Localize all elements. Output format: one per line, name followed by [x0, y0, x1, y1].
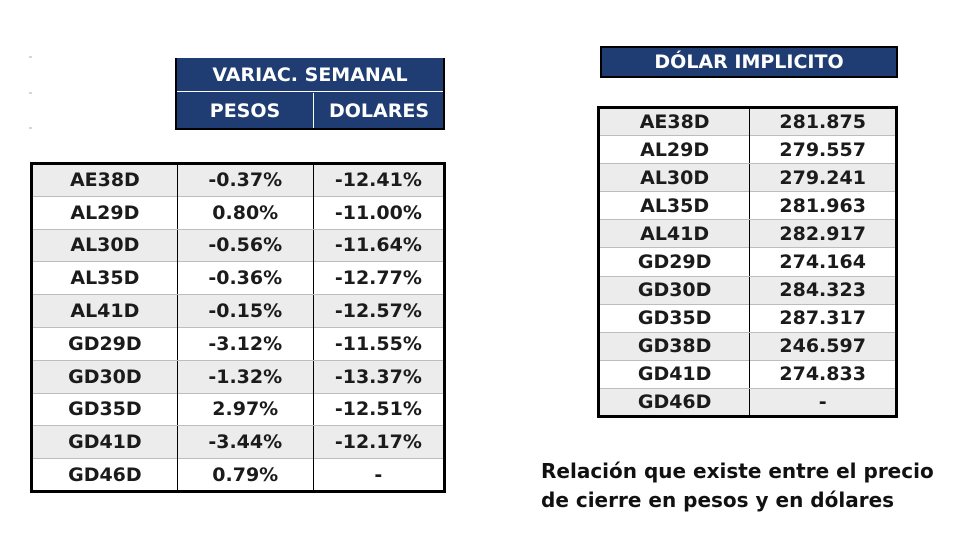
- table-row: GD46D -: [598, 388, 897, 417]
- dolares-variation-cell: -12.17%: [312, 425, 445, 459]
- implicit-dollar-cell: 246.597: [749, 332, 897, 361]
- table-row: GD38D 246.597: [598, 332, 897, 361]
- implicit-dollar-cell: -: [749, 388, 897, 417]
- dolares-variation-cell: -11.00%: [312, 195, 445, 230]
- bond-name-cell: GD38D: [598, 332, 750, 361]
- table-row: AL30D -0.56% -11.64%: [31, 229, 445, 262]
- table-row: GD29D -3.12% -11.55%: [31, 326, 445, 361]
- weekly-variation-title: VARIAC. SEMANAL: [177, 58, 443, 92]
- dolares-variation-cell: -12.57%: [312, 294, 445, 328]
- dolares-variation-cell: -11.64%: [312, 229, 445, 262]
- table-row: GD41D 274.833: [598, 359, 897, 389]
- weekly-variation-table-body: AE38D -0.37% -12.41% AL29D 0.80% -11.00% AL30D…: [31, 163, 445, 492]
- dolares-variation-cell: -12.51%: [312, 392, 445, 427]
- implicit-dollar-cell: 282.917: [749, 219, 897, 248]
- bond-name-cell: AE38D: [598, 107, 750, 136]
- dolares-variation-cell: -12.77%: [312, 261, 445, 296]
- dolares-variation-cell: -: [312, 458, 445, 492]
- implicit-dollar-cell: 281.875: [749, 107, 897, 136]
- bond-name-cell: AL30D: [598, 163, 750, 192]
- implicit-dollar-cell: 274.164: [749, 247, 897, 277]
- bond-name-cell: AL35D: [598, 191, 750, 221]
- table-row: GD30D 284.323: [598, 276, 897, 305]
- table-row: GD35D 2.97% -12.51%: [31, 392, 445, 427]
- pesos-variation-cell: -0.56%: [176, 229, 314, 262]
- bond-name-cell: GD35D: [598, 303, 750, 333]
- table-row: AL35D 281.963: [598, 191, 897, 221]
- col-header-dolares: DOLARES: [315, 93, 443, 128]
- pesos-variation-cell: -0.37%: [176, 163, 314, 197]
- implicit-dollar-header: DÓLAR IMPLICITO: [600, 46, 898, 78]
- bond-name-cell: GD29D: [598, 247, 750, 277]
- implicit-dollar-cell: 284.323: [749, 276, 897, 305]
- table-row: GD30D -1.32% -13.37%: [31, 360, 445, 394]
- bond-name-cell: GD30D: [598, 276, 750, 305]
- implicit-dollar-cell: 279.241: [749, 163, 897, 192]
- bond-name-cell: GD29D: [31, 326, 178, 361]
- pesos-variation-cell: 0.79%: [176, 458, 314, 492]
- table-row: AE38D -0.37% -12.41%: [31, 163, 445, 197]
- implicit-dollar-table: AE38D 281.875 AL29D 279.557 AL30D 279.241 AL35…: [597, 106, 898, 419]
- implicit-dollar-table-body: AE38D 281.875 AL29D 279.557 AL30D 279.241 AL35…: [598, 107, 897, 417]
- bond-name-cell: GD46D: [31, 458, 178, 492]
- bond-name-cell: AL35D: [31, 261, 178, 296]
- grid-tick: [29, 127, 32, 129]
- bond-name-cell: AL30D: [31, 229, 178, 262]
- table-row: GD29D 274.164: [598, 247, 897, 277]
- implicit-dollar-cell: 279.557: [749, 135, 897, 165]
- bond-name-cell: GD46D: [598, 388, 750, 417]
- col-header-pesos: PESOS: [177, 93, 314, 128]
- bond-name-cell: AL41D: [598, 219, 750, 248]
- note-line-2: de cierre en pesos y en dólares: [541, 488, 895, 512]
- implicit-dollar-cell: 274.833: [749, 359, 897, 389]
- table-row: AL35D -0.36% -12.77%: [31, 261, 445, 296]
- bond-name-cell: AE38D: [31, 163, 178, 197]
- pesos-variation-cell: -3.44%: [176, 425, 314, 459]
- bond-name-cell: GD41D: [31, 425, 178, 459]
- pesos-variation-cell: -0.36%: [176, 261, 314, 296]
- grid-tick: [29, 92, 32, 94]
- pesos-variation-cell: 2.97%: [176, 392, 314, 427]
- dolares-variation-cell: -11.55%: [312, 326, 445, 361]
- grid-tick: [29, 56, 32, 58]
- explanation-note: Relación que existe entre el precio de c…: [541, 457, 971, 515]
- bond-name-cell: AL41D: [31, 294, 178, 328]
- bond-name-cell: AL29D: [598, 135, 750, 165]
- implicit-dollar-cell: 281.963: [749, 191, 897, 221]
- table-row: AL41D -0.15% -12.57%: [31, 294, 445, 328]
- table-row: AL29D 0.80% -11.00%: [31, 195, 445, 230]
- table-row: GD46D 0.79% -: [31, 458, 445, 492]
- note-line-1: Relación que existe entre el precio: [541, 459, 934, 483]
- table-row: AL30D 279.241: [598, 163, 897, 192]
- pesos-variation-cell: -1.32%: [176, 360, 314, 394]
- bond-name-cell: GD41D: [598, 359, 750, 389]
- weekly-variation-table: AE38D -0.37% -12.41% AL29D 0.80% -11.00% AL30D…: [30, 162, 446, 493]
- pesos-variation-cell: 0.80%: [176, 195, 314, 230]
- table-row: GD41D -3.44% -12.17%: [31, 425, 445, 459]
- bond-name-cell: AL29D: [31, 195, 178, 230]
- pesos-variation-cell: -3.12%: [176, 326, 314, 361]
- bond-name-cell: GD30D: [31, 360, 178, 394]
- dolares-variation-cell: -12.41%: [312, 163, 445, 197]
- bond-name-cell: GD35D: [31, 392, 178, 427]
- table-row: AE38D 281.875: [598, 107, 897, 136]
- table-row: AL29D 279.557: [598, 135, 897, 165]
- pesos-variation-cell: -0.15%: [176, 294, 314, 328]
- table-row: GD35D 287.317: [598, 303, 897, 333]
- dolares-variation-cell: -13.37%: [312, 360, 445, 394]
- implicit-dollar-cell: 287.317: [749, 303, 897, 333]
- table-row: AL41D 282.917: [598, 219, 897, 248]
